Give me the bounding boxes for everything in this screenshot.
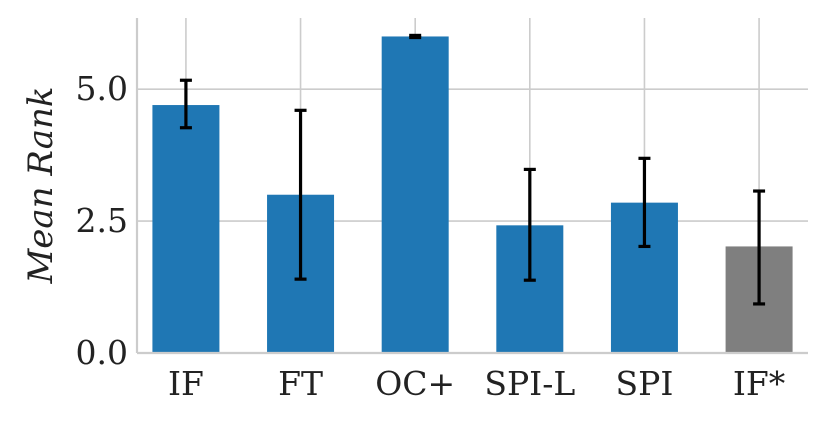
axes [135, 18, 808, 355]
error-bars [179, 33, 766, 306]
x-tick-label: IF [168, 364, 204, 403]
y-tick-label: 2.5 [76, 201, 128, 240]
bars [152, 36, 793, 353]
bar [381, 36, 449, 353]
x-tick-label: FT [278, 364, 323, 403]
y-tick-label: 0.0 [76, 333, 128, 372]
grid [137, 18, 808, 353]
x-tick-label: SPI [616, 364, 674, 403]
x-tick-label: IF* [733, 364, 785, 403]
bar [152, 105, 220, 353]
x-tick-label: SPI-L [484, 364, 575, 403]
y-axis-label: Mean Rank [21, 86, 61, 284]
x-tick-label: OC+ [375, 364, 455, 403]
tick-labels: 0.0 2.5 5.0 IF FT OC+ SPI-L SPI IF* [76, 69, 786, 403]
y-tick-label: 5.0 [76, 69, 128, 108]
